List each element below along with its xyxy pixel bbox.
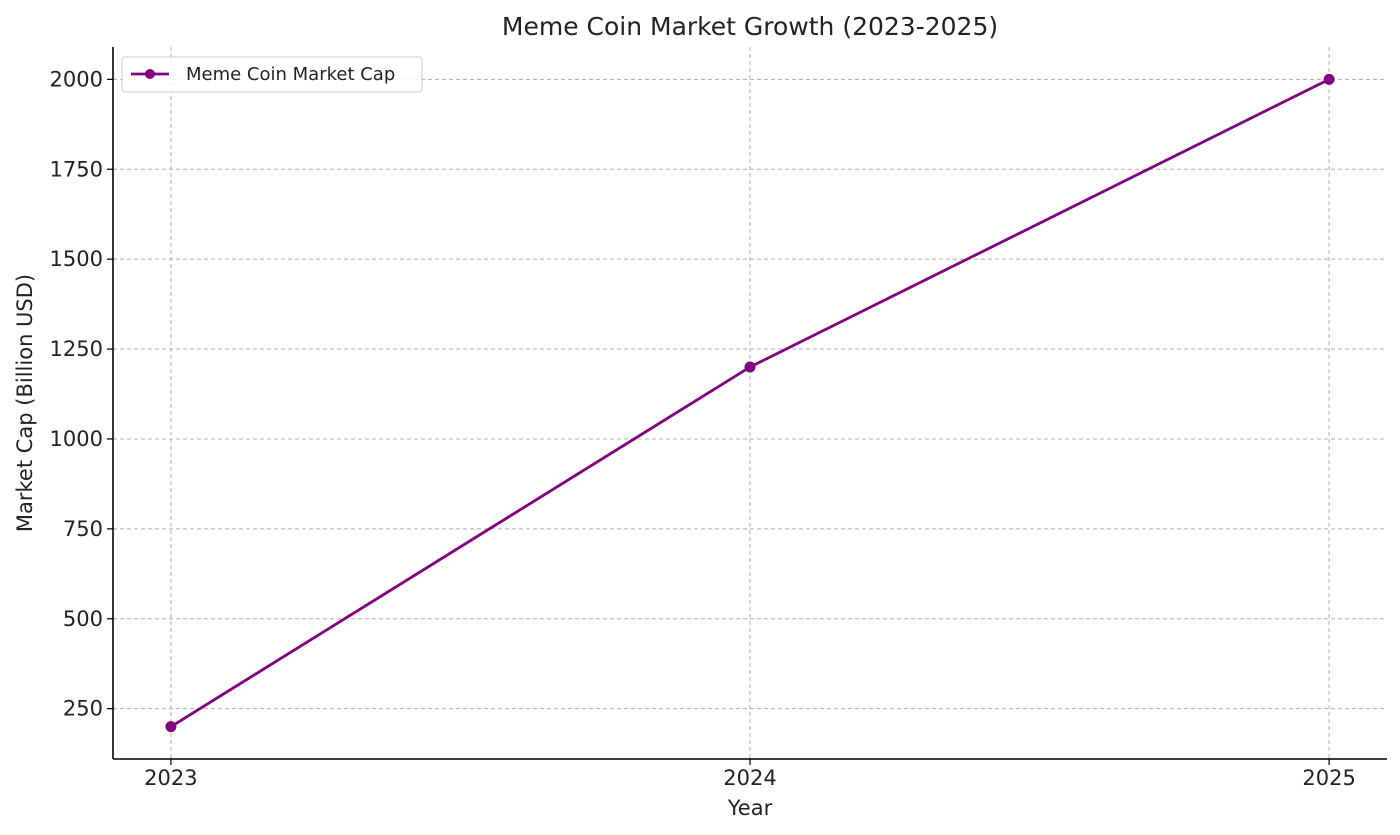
legend-label: Meme Coin Market Cap — [186, 64, 395, 85]
y-tick-label: 250 — [63, 697, 103, 721]
data-point — [1323, 73, 1335, 85]
y-tick-label: 750 — [63, 517, 103, 541]
y-tick-label: 1250 — [50, 337, 103, 361]
legend-box — [121, 56, 423, 93]
data-point — [165, 721, 177, 733]
tick-marks-and-labels: 250 500 750 1000 1250 1500 1750 2000 2023 2024 202… — [50, 67, 1356, 790]
y-tick-label: 500 — [63, 607, 103, 631]
y-tick-label: 2000 — [50, 67, 103, 91]
x-tick-label: 2023 — [144, 766, 197, 790]
legend: Meme Coin Market Cap — [121, 56, 423, 93]
x-tick-label: 2025 — [1302, 766, 1355, 790]
x-tick-label: 2024 — [723, 766, 776, 790]
legend-marker-swatch — [145, 69, 155, 79]
series — [165, 73, 1335, 733]
y-tick-label: 1000 — [50, 427, 103, 451]
y-axis-title: Market Cap (Billion USD) — [13, 274, 37, 532]
data-point — [744, 361, 756, 373]
grid-lines — [113, 47, 1387, 759]
y-tick-label: 1500 — [50, 247, 103, 271]
y-tick-label: 1750 — [50, 157, 103, 181]
chart-title: Meme Coin Market Growth (2023-2025) — [502, 12, 998, 41]
x-axis-title: Year — [727, 796, 773, 820]
